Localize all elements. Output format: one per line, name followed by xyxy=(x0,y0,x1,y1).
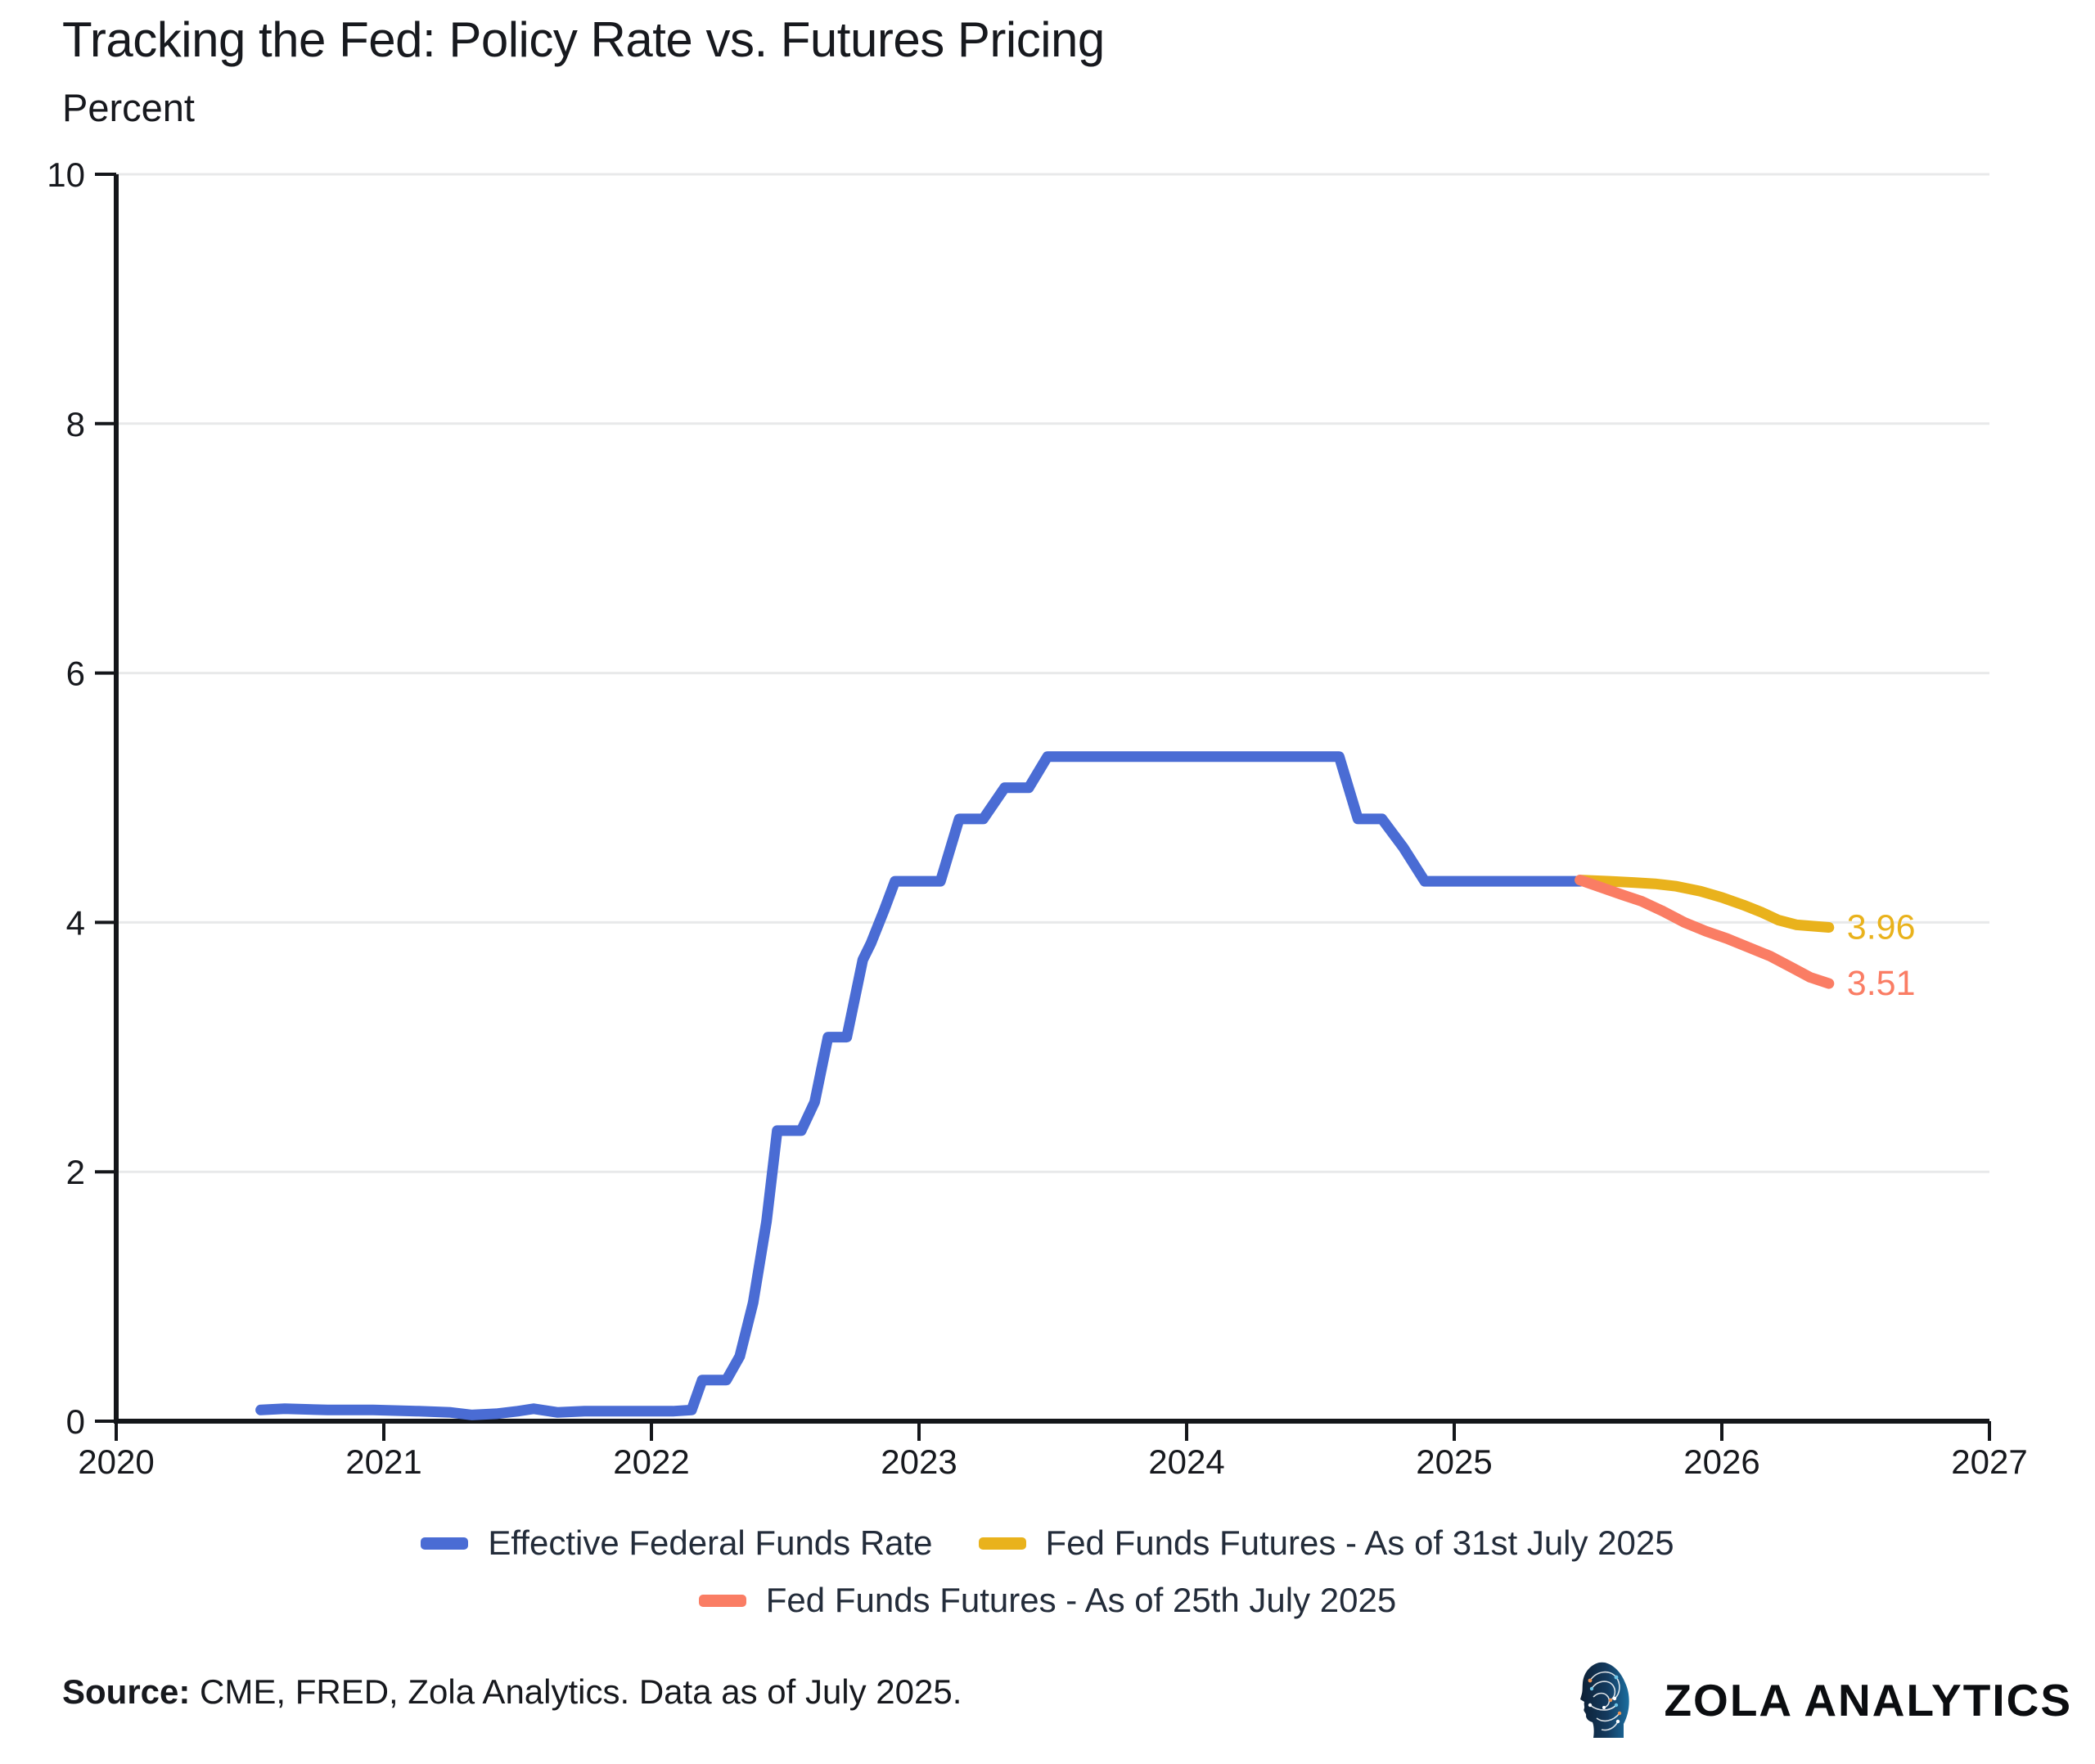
legend-row-2: Fed Funds Futures - As of 25th July 2025 xyxy=(698,1581,1397,1620)
brand-logo: ZOLA ANALYTICS xyxy=(1580,1661,2072,1739)
x-tick-label-2023: 2023 xyxy=(881,1442,957,1481)
y-tick-label-8: 8 xyxy=(66,405,85,443)
series-end-label-1: 3.96 xyxy=(1847,907,1916,947)
source-note: Source: CME, FRED, Zola Analytics. Data … xyxy=(62,1672,962,1712)
y-tick-label-6: 6 xyxy=(66,655,85,693)
series-line-0 xyxy=(255,751,1586,1420)
x-tick-label-2020: 2020 xyxy=(78,1442,154,1481)
legend-label-futures-31july: Fed Funds Futures - As of 31st July 2025 xyxy=(1045,1523,1674,1562)
series-line-1 xyxy=(1575,875,1835,933)
legend-item-futures-31july: Fed Funds Futures - As of 31st July 2025 xyxy=(978,1523,1674,1563)
y-axis-unit-label: Percent xyxy=(62,86,195,129)
x-tick-label-2024: 2024 xyxy=(1148,1442,1224,1481)
page-title: Tracking the Fed: Policy Rate vs. Future… xyxy=(62,12,1105,67)
brain-head-icon xyxy=(1580,1662,1630,1738)
series-end-label-2: 3.51 xyxy=(1847,964,1916,1003)
legend-label-effr: Effective Federal Funds Rate xyxy=(488,1523,933,1562)
y-tick-label-0: 0 xyxy=(66,1402,85,1441)
legend-row-1: Effective Federal Funds Rate Fed Funds F… xyxy=(421,1523,1674,1563)
legend-label-futures-25july: Fed Funds Futures - As of 25th July 2025 xyxy=(765,1581,1397,1619)
x-tick-label-2025: 2025 xyxy=(1416,1442,1492,1481)
legend-item-effr: Effective Federal Funds Rate xyxy=(421,1523,933,1563)
y-tick-label-4: 4 xyxy=(66,903,85,942)
futures-25july-swatch xyxy=(698,1594,746,1607)
y-tick-label-2: 2 xyxy=(66,1153,85,1191)
x-tick-label-2026: 2026 xyxy=(1683,1442,1759,1481)
series-line-2 xyxy=(1575,875,1835,989)
brand-name: ZOLA ANALYTICS xyxy=(1664,1675,2072,1726)
source-text: CME, FRED, Zola Analytics. Data as of Ju… xyxy=(190,1672,962,1711)
source-label: Source: xyxy=(62,1672,191,1711)
effr-line-swatch xyxy=(421,1537,469,1550)
x-tick-label-2027: 2027 xyxy=(1951,1442,2027,1481)
futures-31july-swatch xyxy=(978,1537,1026,1550)
y-tick-label-10: 10 xyxy=(47,155,85,194)
x-tick-label-2022: 2022 xyxy=(613,1442,689,1481)
legend-item-futures-25july: Fed Funds Futures - As of 25th July 2025 xyxy=(698,1581,1397,1620)
x-tick-label-2021: 2021 xyxy=(345,1442,421,1481)
chart-legend: Effective Federal Funds Rate Fed Funds F… xyxy=(0,1523,2095,1620)
